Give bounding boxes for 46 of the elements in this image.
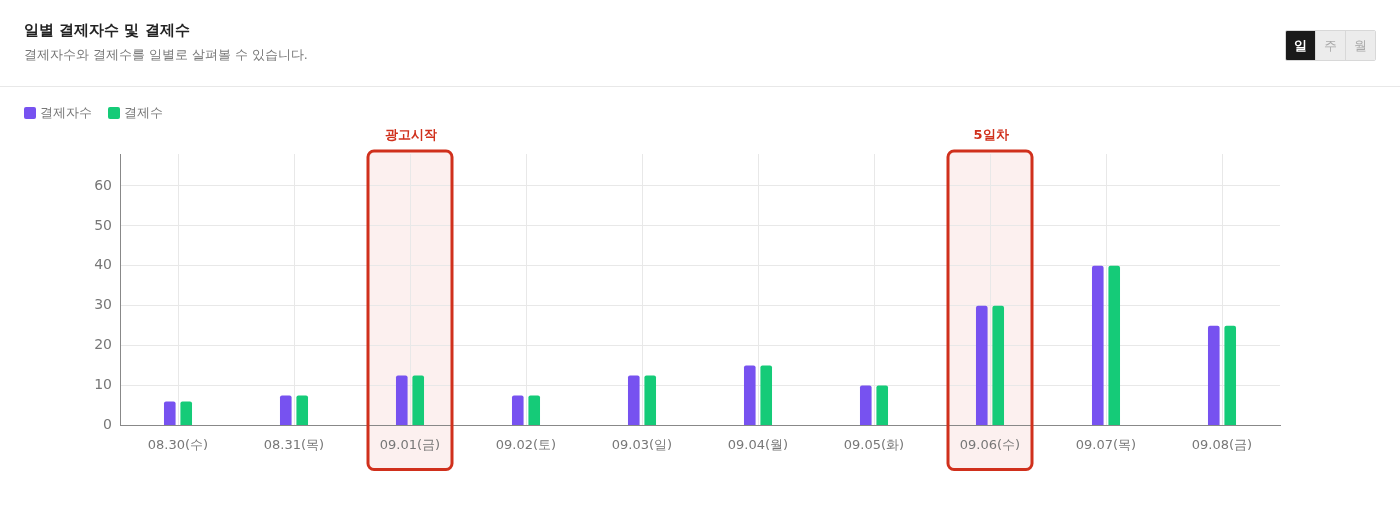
bar	[511, 395, 524, 425]
x-tick-label: 08.31(목)	[263, 436, 325, 452]
y-tick-label: 30	[94, 296, 112, 313]
bar	[1108, 265, 1121, 425]
text: 일	[1286, 31, 1315, 60]
legend-label: 결제수	[124, 104, 163, 122]
band-label: 5일차	[973, 127, 1009, 143]
x-tick-label: 09.02(토)	[495, 436, 557, 452]
bar	[395, 375, 408, 425]
bar	[1091, 265, 1104, 425]
bar	[412, 375, 425, 425]
text: 주	[1315, 31, 1345, 60]
bar	[859, 385, 872, 425]
bar	[644, 375, 657, 425]
bar	[1207, 325, 1220, 425]
y-tick-label: 10	[94, 376, 112, 393]
x-tick-label: 09.08(금)	[1191, 436, 1253, 452]
text: 월	[1345, 31, 1375, 60]
chart-title: 일별 결제자수 및 결제수	[24, 21, 190, 40]
y-tick-label: 0	[103, 416, 112, 433]
bar	[975, 305, 988, 425]
x-tick-label: 09.01(금)	[379, 436, 441, 452]
y-tick-label: 20	[94, 336, 112, 353]
bar	[180, 401, 193, 425]
y-tick-label: 60	[94, 176, 112, 193]
x-tick-label: 09.05(화)	[843, 436, 905, 452]
x-tick-label: 09.07(목)	[1075, 436, 1137, 452]
y-tick-label: 50	[94, 216, 112, 233]
bar	[876, 385, 889, 425]
x-tick-label: 09.06(수)	[959, 436, 1021, 452]
band-label: 광고시작	[385, 127, 437, 143]
y-tick-label: 40	[94, 256, 112, 273]
bar	[296, 395, 309, 425]
x-tick-label: 09.04(월)	[727, 436, 789, 452]
bar	[992, 305, 1005, 425]
chart-subtitle: 결제자수와 결제수를 일별로 살펴볼 수 있습니다.	[24, 47, 308, 64]
bar	[163, 401, 176, 425]
x-tick-label: 08.30(수)	[147, 436, 209, 452]
bar	[760, 365, 773, 425]
legend-label: 결제자수	[40, 104, 92, 122]
bar	[627, 375, 640, 425]
bar	[528, 395, 541, 425]
bar	[279, 395, 292, 425]
bar	[743, 365, 756, 425]
bar	[1224, 325, 1237, 425]
x-tick-label: 09.03(일)	[611, 436, 673, 452]
